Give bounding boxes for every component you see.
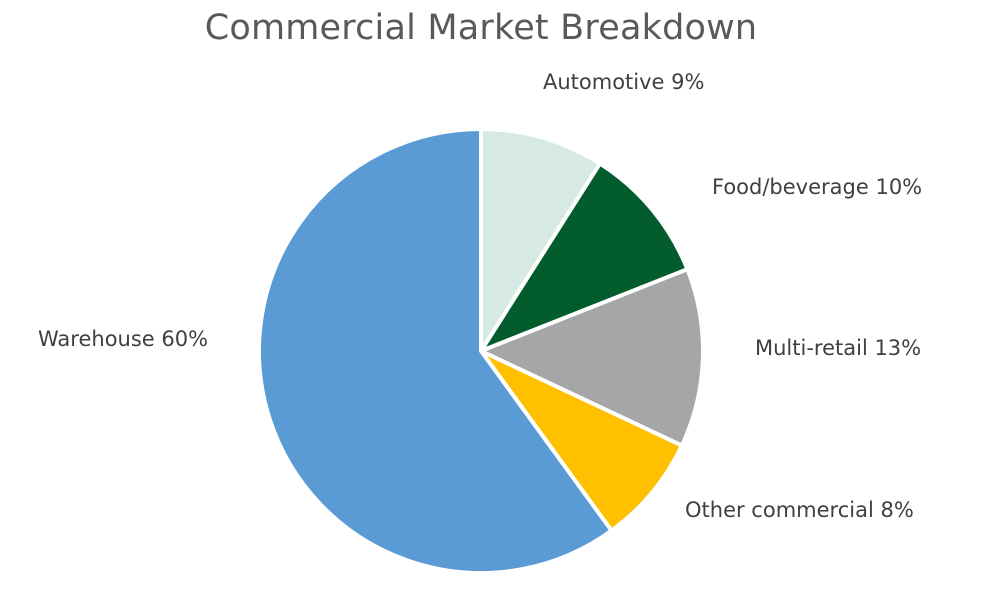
pie-slice-warehouse (257, 127, 614, 575)
pie-slice-multi-retail (479, 267, 705, 448)
slice-label-warehouse: Warehouse 60% (38, 327, 209, 351)
pie-slice-food-beverage (479, 161, 690, 353)
slice-label-other-commercial: Other commercial 8% (685, 498, 914, 522)
slice-label-multi-retail: Multi-retail 13% (755, 336, 922, 360)
slice-label-automotive: Automotive 9% (543, 70, 705, 94)
slice-label-food-beverage: Food/beverage 10% (712, 175, 923, 199)
pie-slice-automotive (479, 127, 602, 353)
pie-slice-other-commercial (479, 349, 684, 533)
chart-title: Commercial Market Breakdown (204, 8, 758, 48)
pie-slices (257, 127, 705, 575)
